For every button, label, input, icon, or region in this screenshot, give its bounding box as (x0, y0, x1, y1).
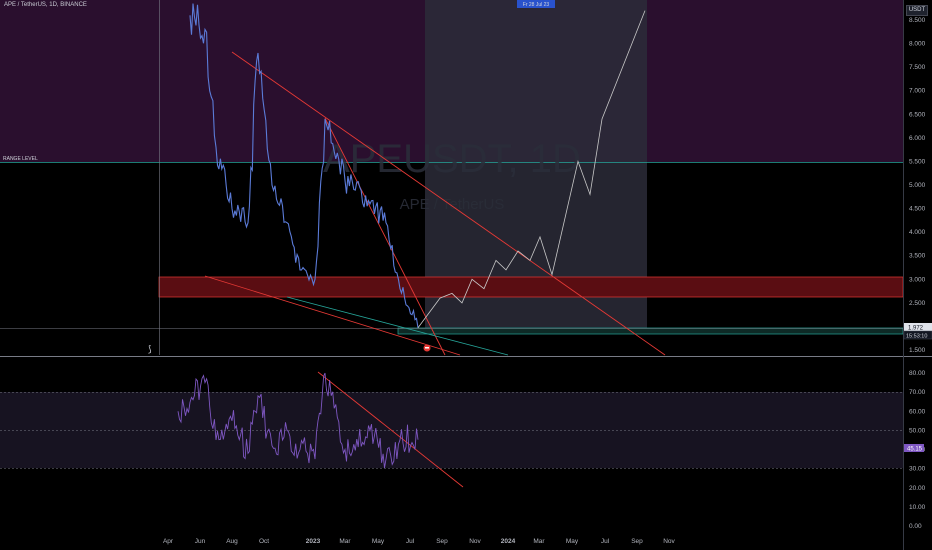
rsi-tick-label: 10.00 (909, 504, 926, 511)
watermark-ticker: APEUSDT, 1D (323, 137, 581, 181)
rsi-tick-label: 0.00 (909, 523, 922, 530)
time-tick-label: 2024 (501, 538, 516, 545)
support-trendline (286, 296, 509, 356)
time-tick-label: Jun (195, 538, 206, 545)
date-tag: Fr 28 Jul 23 (523, 2, 550, 8)
price-tick-label: 4.000 (909, 229, 926, 236)
countdown-box (903, 330, 932, 340)
price-axis[interactable]: 8.500 8.000 7.500 7.000 6.500 6.000 5.500 5.000… (909, 17, 926, 354)
rsi-tick-label: 70.00 (909, 389, 926, 396)
descending-trendline-inner (324, 117, 446, 356)
time-tick-label: Jul (406, 538, 415, 545)
watermark-name: APE / TetherUS (400, 196, 505, 213)
descending-trendline-lower (204, 275, 461, 356)
date-tag-box (517, 0, 555, 8)
rsi-trendline (317, 371, 464, 488)
projection-layer (417, 10, 646, 329)
time-tick-label: Mar (339, 538, 351, 545)
price-tick-label: 4.500 (909, 206, 926, 213)
time-tick-label: Aug (226, 538, 238, 545)
time-tick-label: Apr (163, 538, 174, 545)
price-tick-label: 6.500 (909, 111, 926, 118)
rsi-tick-label: 30.00 (909, 466, 926, 473)
time-tick-label: May (372, 538, 385, 545)
price-tick-label: 8.500 (909, 17, 926, 24)
price-tick-label: 2.500 (909, 300, 926, 307)
rsi-tick-label: 50.00 (909, 427, 926, 434)
resistance-zone (158, 276, 904, 298)
symbol-header[interactable]: APE / TetherUS, 1D, BINANCE (4, 2, 87, 8)
projection-path (417, 10, 646, 329)
time-tick-label: Nov (663, 538, 675, 545)
rsi-tick-label: 80.00 (909, 370, 926, 377)
time-tick-label: Sep (436, 538, 448, 545)
support-zone (397, 327, 904, 335)
price-tick-label: 5.500 (909, 158, 926, 165)
countdown-label: 15:53:10 (906, 334, 927, 340)
price-series-line (189, 3, 419, 328)
alert-marker-glyph (425, 347, 429, 349)
rsi-value-box (904, 444, 924, 452)
time-tick-label: Sep (631, 538, 643, 545)
price-tick-label: 3.500 (909, 253, 926, 260)
time-tick-label: May (566, 538, 579, 545)
time-tick-label: Jul (601, 538, 610, 545)
price-tick-label: 3.000 (909, 276, 926, 283)
descending-trendline-upper (231, 51, 666, 356)
last-price-box (904, 323, 932, 331)
projection-zone (425, 0, 647, 328)
rsi-value-label: 45.15 (907, 447, 923, 453)
price-tick-label: 7.500 (909, 64, 926, 71)
rsi-band (0, 392, 903, 468)
time-tick-label: 2023 (306, 538, 321, 545)
rsi-tick-label: 20.00 (909, 485, 926, 492)
time-tick-label: Nov (469, 538, 481, 545)
price-tick-label: 5.000 (909, 182, 926, 189)
range-level-label: RANGE LEVEL (3, 156, 38, 162)
rsi-tick-label: 60.00 (909, 408, 926, 415)
price-series-layer (189, 3, 419, 328)
price-tick-label: 8.000 (909, 41, 926, 48)
quote-currency-tag[interactable]: USDT (906, 5, 928, 16)
tradingview-logo-icon: ⟆ (148, 344, 152, 354)
price-tick-label: 6.000 (909, 135, 926, 142)
time-tick-label: Mar (533, 538, 545, 545)
last-price-label: 1.972 (908, 326, 924, 332)
time-axis[interactable]: Apr Jun Aug Oct 2023 Mar May Jul Sep Nov 2024 Mar Ma… (163, 538, 676, 545)
rsi-series-line (177, 372, 419, 468)
rsi-series-layer (177, 372, 419, 468)
price-tick-label: 1.500 (909, 347, 926, 354)
time-tick-label: Oct (259, 538, 269, 545)
price-tick-label: 7.000 (909, 88, 926, 95)
